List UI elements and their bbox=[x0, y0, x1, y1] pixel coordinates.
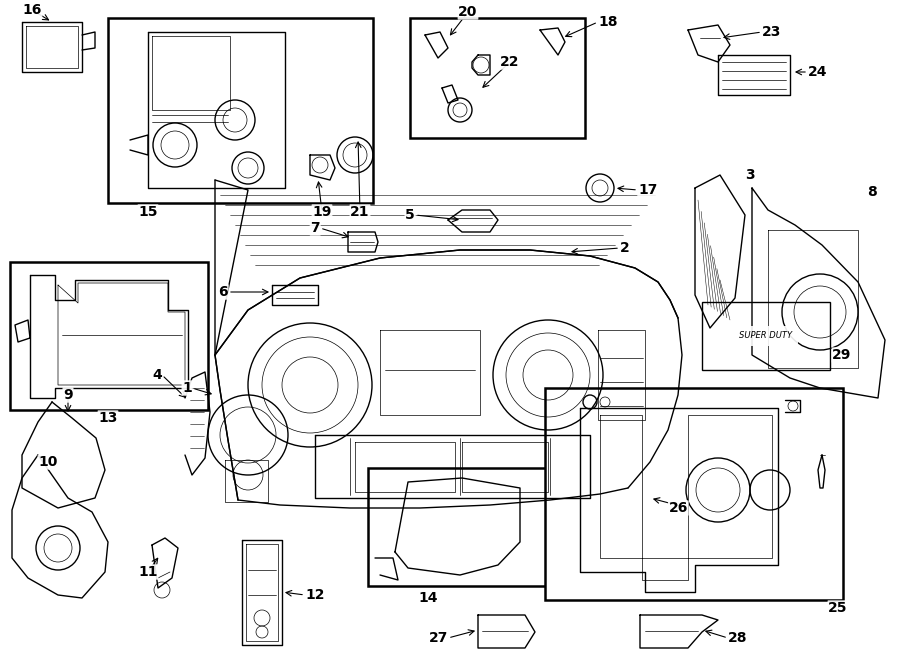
Text: 22: 22 bbox=[500, 55, 520, 69]
Text: 1: 1 bbox=[182, 381, 192, 395]
Bar bbox=[10, 262, 208, 410]
Text: 3: 3 bbox=[745, 168, 755, 182]
Text: 4: 4 bbox=[152, 368, 162, 382]
Text: 10: 10 bbox=[39, 455, 58, 469]
Bar bbox=[410, 18, 585, 138]
Text: 15: 15 bbox=[139, 205, 158, 219]
Text: 19: 19 bbox=[312, 205, 332, 219]
Text: 16: 16 bbox=[22, 3, 41, 17]
Text: 12: 12 bbox=[305, 588, 325, 602]
Text: 14: 14 bbox=[418, 591, 437, 605]
Bar bbox=[702, 302, 830, 370]
Bar bbox=[108, 18, 373, 203]
Text: 13: 13 bbox=[98, 411, 118, 425]
Text: 9: 9 bbox=[63, 388, 73, 402]
Text: 7: 7 bbox=[310, 221, 320, 235]
Text: SUPER DUTY: SUPER DUTY bbox=[740, 332, 793, 340]
Text: 6: 6 bbox=[219, 285, 228, 299]
Text: 8: 8 bbox=[867, 185, 877, 199]
Text: 23: 23 bbox=[762, 25, 781, 39]
Text: 24: 24 bbox=[808, 65, 827, 79]
Text: 25: 25 bbox=[828, 601, 848, 615]
Text: 11: 11 bbox=[139, 565, 158, 579]
Text: 5: 5 bbox=[405, 208, 415, 222]
Text: 21: 21 bbox=[350, 205, 370, 219]
Text: 28: 28 bbox=[728, 631, 748, 645]
Text: 26: 26 bbox=[669, 501, 688, 515]
Bar bbox=[368, 468, 560, 586]
Text: 17: 17 bbox=[638, 183, 657, 197]
Text: 2: 2 bbox=[620, 241, 630, 255]
Text: 18: 18 bbox=[598, 15, 617, 29]
Text: 20: 20 bbox=[458, 5, 478, 19]
Text: 27: 27 bbox=[428, 631, 448, 645]
Bar bbox=[545, 388, 843, 600]
Text: 29: 29 bbox=[832, 348, 851, 362]
